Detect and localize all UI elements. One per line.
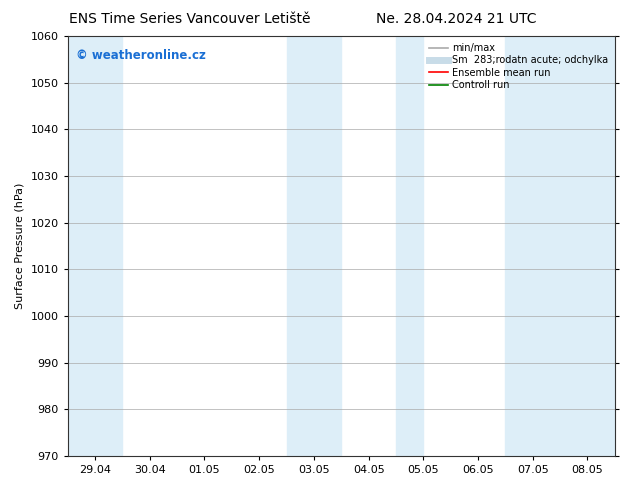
Bar xyxy=(287,36,341,456)
Bar xyxy=(505,36,615,456)
Bar xyxy=(396,36,424,456)
Text: ENS Time Series Vancouver Letiště: ENS Time Series Vancouver Letiště xyxy=(70,12,311,26)
Y-axis label: Surface Pressure (hPa): Surface Pressure (hPa) xyxy=(15,183,25,309)
Legend: min/max, Sm  283;rodatn acute; odchylka, Ensemble mean run, Controll run: min/max, Sm 283;rodatn acute; odchylka, … xyxy=(427,41,610,92)
Text: © weatheronline.cz: © weatheronline.cz xyxy=(76,49,206,62)
Bar xyxy=(68,36,122,456)
Text: Ne. 28.04.2024 21 UTC: Ne. 28.04.2024 21 UTC xyxy=(376,12,537,26)
